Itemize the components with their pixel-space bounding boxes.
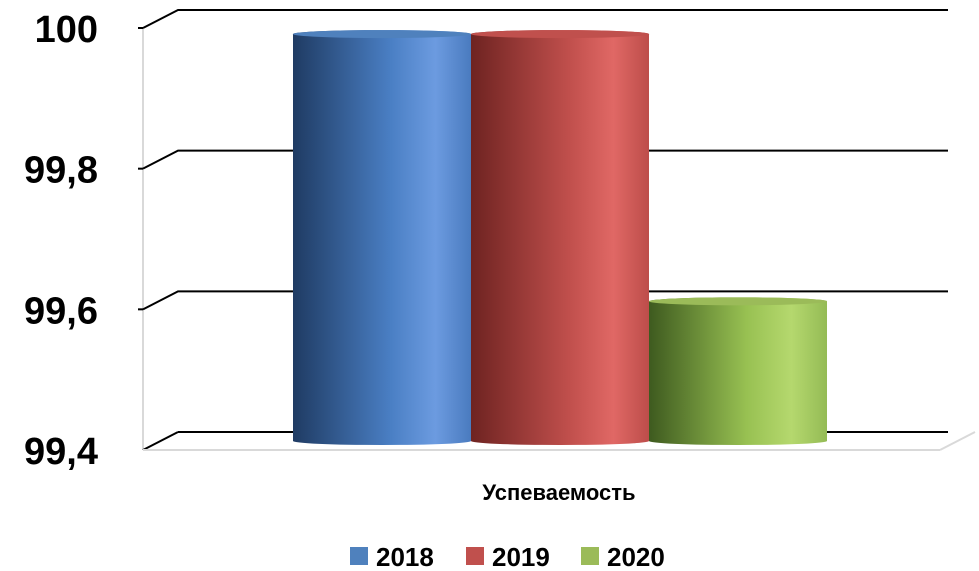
- y-axis-ticks: 99,4 99,6 99,8 100: [24, 9, 98, 473]
- bar-cap: [293, 30, 471, 39]
- legend-label-2020: 2020: [607, 542, 665, 571]
- legend-swatch-2019: [466, 547, 484, 565]
- legend: 2018 2019 2020: [350, 542, 665, 571]
- bar-2018: [293, 30, 471, 446]
- bar-body: [471, 30, 649, 446]
- bar-body: [649, 297, 827, 445]
- legend-swatch-2018: [350, 547, 368, 565]
- bar-2019: [471, 30, 649, 446]
- bar-cap: [649, 297, 827, 306]
- gridline: [142, 149, 948, 170]
- bar-body: [293, 30, 471, 446]
- bar-cap: [471, 30, 649, 39]
- bar-2020: [649, 297, 827, 445]
- legend-label-2019: 2019: [492, 542, 550, 571]
- gridlines: [138, 9, 948, 311]
- legend-swatch-2020: [581, 547, 599, 565]
- bars: [293, 30, 827, 446]
- gridline: [142, 9, 948, 29]
- y-tick-label: 100: [35, 9, 98, 51]
- legend-label-2018: 2018: [376, 542, 434, 571]
- gridline: [142, 290, 948, 311]
- y-tick-label: 99,4: [24, 431, 98, 473]
- y-tick-label: 99,6: [24, 290, 98, 332]
- y-tick-label: 99,8: [24, 150, 98, 192]
- x-category-label: Успеваемость: [482, 480, 635, 505]
